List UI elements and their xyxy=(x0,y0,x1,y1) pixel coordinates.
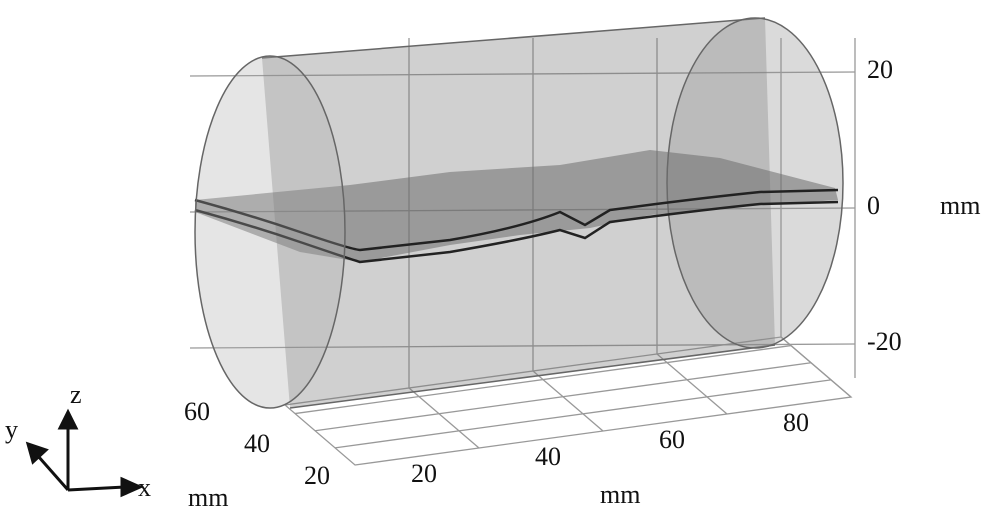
fracture-edge xyxy=(194,188,839,252)
x-tick-label: 40 xyxy=(535,442,561,471)
grid-line xyxy=(189,343,856,349)
grid-line xyxy=(532,370,604,432)
triad-arrow xyxy=(120,476,144,498)
x-axis-label: mm xyxy=(600,480,640,509)
grid-line xyxy=(408,387,480,449)
z-tick-label: 0 xyxy=(867,191,880,220)
x-tick-label: 60 xyxy=(659,425,685,454)
grid-line xyxy=(294,344,792,415)
triad xyxy=(25,408,144,498)
z-tick-label: -20 xyxy=(867,327,902,356)
triad-x xyxy=(67,485,126,492)
fracture-surface xyxy=(195,150,838,262)
grid-line xyxy=(780,336,852,398)
x-tick-label: 80 xyxy=(783,408,809,437)
triad-y-label: y xyxy=(5,415,18,444)
y-axis-label: mm xyxy=(188,483,228,512)
cylinder-edge xyxy=(261,17,766,59)
triad-x-label: x xyxy=(138,473,151,502)
grid-line xyxy=(334,379,832,449)
y-tick-label: 20 xyxy=(304,461,330,490)
z-tick-label: 20 xyxy=(867,55,893,84)
grid-line xyxy=(656,353,728,415)
grid-line xyxy=(189,71,856,77)
y-tick-label: 60 xyxy=(184,397,210,426)
grid-line xyxy=(314,362,812,432)
cylinder-end xyxy=(194,55,346,409)
triad-y xyxy=(36,455,70,491)
y-tick-label: 40 xyxy=(244,429,270,458)
triad-arrow xyxy=(57,408,79,430)
cylinder-edge xyxy=(289,344,776,409)
x-tick-label: 20 xyxy=(411,459,437,488)
fracture-edge xyxy=(194,200,839,264)
triad-arrow xyxy=(25,441,49,465)
z-axis-label: mm xyxy=(940,191,980,220)
triad-z-label: z xyxy=(70,380,82,409)
